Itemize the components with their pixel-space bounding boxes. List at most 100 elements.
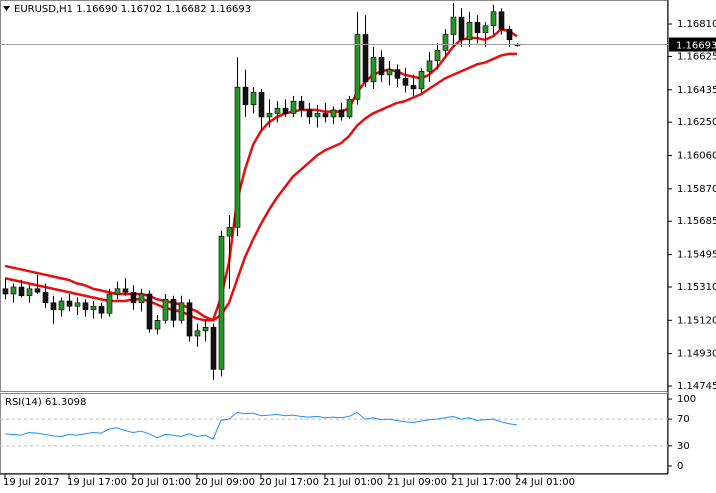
candle-body (474, 21, 481, 34)
candle-body (26, 288, 33, 297)
candle-body (130, 291, 137, 304)
y-tick-label: 1.14745 (677, 381, 716, 392)
candle-body (194, 330, 201, 337)
y-tick-label: 70 (677, 414, 690, 425)
candle-body (114, 288, 121, 295)
candle-body (282, 107, 289, 114)
candle-body (274, 107, 281, 114)
last-price-box (669, 37, 716, 52)
candle-body (290, 100, 297, 114)
candle-body (450, 16, 457, 35)
y-tick-label: 1.16810 (677, 19, 716, 30)
candle-body (178, 302, 185, 321)
y-tick-label: 1.15685 (677, 216, 716, 227)
candle-body (466, 21, 473, 41)
candle-body (10, 286, 17, 295)
y-tick-label: 1.15495 (677, 250, 716, 261)
menu-arrow[interactable] (3, 6, 10, 11)
candle-body (18, 286, 25, 297)
candle-body (98, 305, 105, 314)
candle-body (34, 288, 41, 293)
candle-body (218, 235, 225, 370)
y-tick-label: 1.16250 (677, 117, 716, 128)
y-tick-label: 1.15310 (677, 282, 716, 293)
x-tick-label: 19 Jul 2017 (3, 477, 60, 488)
x-tick-label: 20 Jul 01:00 (131, 477, 191, 488)
chart-title: EURUSD,H1 1.16690 1.16702 1.16682 1.1669… (14, 4, 251, 15)
y-tick-label: 30 (677, 441, 690, 452)
candle-body (2, 288, 9, 295)
candle-body (58, 300, 65, 311)
candle-body (170, 298, 177, 321)
candle-body (242, 86, 249, 105)
candle-body (82, 302, 89, 311)
candle-body (234, 86, 241, 228)
y-tick-label: 1.14930 (677, 349, 716, 360)
x-tick-label: 24 Jul 01:00 (515, 477, 575, 488)
y-tick-label: 100 (677, 394, 696, 405)
candle-body (410, 85, 417, 90)
candle-body (202, 327, 209, 332)
candle-body (162, 298, 169, 321)
candle-body (258, 92, 265, 118)
rsi-line (4, 411, 518, 440)
moving-average (4, 28, 518, 322)
candle-body (346, 99, 353, 118)
y-tick-label: 1.16060 (677, 151, 716, 162)
y-tick-label: 1.16435 (677, 85, 716, 96)
y-tick-label: 1.15870 (677, 184, 716, 195)
x-tick-label: 20 Jul 17:00 (259, 477, 319, 488)
candle-body (146, 293, 153, 330)
rsi-panel (0, 393, 668, 474)
candle-body (106, 293, 113, 314)
candle-body (250, 92, 257, 105)
candle-body (42, 291, 49, 304)
candle-body (426, 60, 433, 72)
candle-body (298, 100, 305, 111)
candle-body (154, 319, 161, 330)
candle-body (362, 34, 369, 83)
candle-body (434, 50, 441, 62)
candle-body (330, 109, 337, 118)
candle-body (266, 113, 273, 118)
candle-body (226, 227, 233, 237)
candle-body (66, 300, 73, 307)
x-tick-label: 20 Jul 09:00 (195, 477, 255, 488)
candle-body (138, 293, 145, 304)
candle-body (506, 28, 513, 41)
candle-body (378, 57, 385, 76)
candle-body (314, 113, 321, 118)
x-tick-label: 21 Jul 17:00 (451, 477, 511, 488)
main-panel (0, 0, 668, 392)
candle-body (122, 288, 129, 293)
candle-body (186, 302, 193, 337)
last-price-label: 1.16693 (676, 41, 716, 52)
candle-body (394, 69, 401, 79)
candle-body (50, 302, 57, 311)
moving-average (4, 52, 517, 322)
candle-body (354, 34, 361, 100)
y-tick-label: 1.15120 (677, 315, 716, 326)
candle-body (490, 11, 497, 27)
candle-body (482, 25, 489, 34)
candle-body (458, 16, 465, 41)
candle-body (322, 113, 329, 118)
candle-body (418, 71, 425, 90)
candle-body (402, 78, 409, 86)
candle-body (90, 305, 97, 311)
candle-body (306, 109, 313, 118)
candle-body (338, 109, 345, 118)
x-tick-label: 19 Jul 17:00 (67, 477, 127, 488)
candle-body (386, 69, 393, 76)
x-tick-label: 21 Jul 09:00 (387, 477, 447, 488)
y-tick-label: 1.16625 (677, 51, 716, 62)
candle-body (74, 302, 81, 307)
x-tick-label: 21 Jul 01:00 (323, 477, 383, 488)
candle-body (442, 34, 449, 51)
candle-body (498, 11, 505, 30)
y-tick-label: 0 (677, 461, 683, 472)
candle-body (210, 327, 217, 370)
candle-body (370, 57, 377, 83)
rsi-title: RSI(14) 61.3098 (5, 397, 86, 408)
